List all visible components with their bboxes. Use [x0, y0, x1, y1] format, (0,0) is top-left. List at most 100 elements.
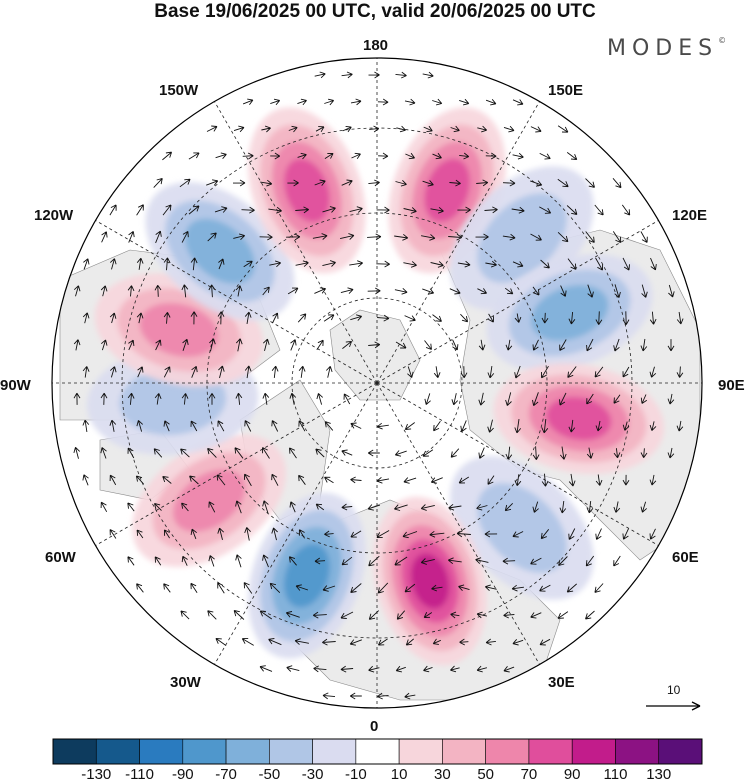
wind-arrow	[476, 665, 488, 673]
wind-arrow	[407, 366, 414, 378]
meridian-line	[95, 220, 378, 384]
wind-arrow	[532, 339, 539, 351]
wind-arrow	[640, 338, 648, 352]
wind-arrow	[448, 233, 463, 241]
colorbar-tick-label: 70	[520, 766, 538, 783]
wind-arrow	[322, 638, 336, 646]
wind-arrow	[209, 338, 216, 352]
wind-arrow	[181, 231, 189, 243]
wind-arrow	[322, 206, 336, 213]
lon-label-120w: 120W	[34, 207, 74, 224]
wind-arrow	[476, 179, 489, 187]
wind-arrow	[403, 477, 417, 484]
wind-arrow	[511, 206, 525, 214]
wind-arrow	[485, 99, 497, 106]
anomaly-contour-fill	[185, 218, 255, 284]
wind-arrow	[181, 393, 189, 405]
wind-arrow	[376, 530, 390, 539]
negative-anomaly	[450, 456, 594, 600]
anomaly-contour-fill	[546, 396, 612, 441]
wind-arrow	[286, 665, 300, 672]
wind-arrow	[208, 393, 216, 405]
wind-arrow	[207, 232, 217, 242]
wind-arrow	[376, 422, 389, 430]
wind-arrow	[349, 692, 362, 700]
wind-arrow	[485, 152, 497, 160]
wind-arrow	[557, 611, 569, 619]
wind-arrow	[450, 448, 460, 458]
wind-arrow	[206, 125, 218, 132]
wind-arrow	[206, 179, 219, 186]
wind-arrow	[188, 152, 200, 160]
wind-arrow	[460, 313, 469, 323]
wind-arrow	[325, 365, 333, 378]
wind-arrow	[314, 557, 326, 565]
wind-arrow	[316, 339, 324, 351]
colorbar-tick-label: 130	[646, 766, 672, 783]
wind-arrow	[324, 476, 334, 484]
wind-arrow	[181, 555, 188, 566]
anomaly-contour-fill	[424, 158, 471, 223]
wind-arrow	[432, 314, 442, 322]
wind-arrow	[532, 501, 539, 513]
wind-arrow	[244, 365, 252, 379]
anomaly-fields	[86, 107, 665, 666]
lon-label-150e: 150E	[548, 82, 584, 99]
colorbar-swatch	[182, 738, 227, 765]
wind-arrow	[232, 179, 246, 187]
wind-arrow	[323, 314, 335, 322]
wind-arrow	[343, 393, 351, 405]
wind-arrow	[154, 502, 162, 511]
wind-arrow	[640, 448, 648, 458]
wind-arrow	[475, 557, 489, 564]
wind-arrow	[459, 638, 469, 646]
wind-arrow	[539, 206, 552, 214]
wind-arrow	[595, 420, 603, 432]
wind-arrow	[424, 340, 432, 350]
wind-arrow	[512, 531, 524, 538]
wind-arrow	[324, 152, 334, 159]
wind-arrow	[350, 530, 362, 538]
wind-arrow	[404, 315, 416, 322]
wind-arrow	[271, 365, 279, 378]
wind-arrow	[676, 420, 684, 432]
wind-arrow	[154, 284, 162, 297]
wind-arrow	[377, 582, 389, 594]
wind-arrow	[488, 313, 494, 323]
wind-arrow	[404, 98, 416, 106]
wind-arrow	[259, 610, 273, 620]
wind-arrow	[268, 206, 282, 214]
wind-arrow	[208, 501, 216, 513]
anomaly-contour-fill	[410, 553, 450, 609]
wind-arrow	[423, 665, 433, 673]
wind-arrow	[422, 449, 434, 457]
wind-arrow	[244, 420, 252, 432]
wind-arrow	[396, 610, 406, 620]
wind-arrow	[560, 285, 567, 297]
wind-arrow	[314, 287, 326, 294]
wind-arrow	[586, 447, 594, 459]
wind-arrow	[369, 125, 380, 133]
wind-arrow	[478, 339, 486, 351]
wind-arrow	[404, 583, 416, 593]
wind-arrow	[587, 284, 594, 298]
wind-arrow	[487, 366, 495, 379]
wind-arrow	[217, 582, 225, 594]
wind-arrow	[218, 258, 225, 270]
wind-arrow	[477, 125, 488, 133]
wind-arrow	[73, 285, 81, 297]
wind-arrow	[395, 341, 407, 349]
wind-arrow	[477, 288, 487, 295]
wind-arrow	[530, 612, 542, 619]
wind-arrow	[290, 339, 297, 351]
wind-arrow	[377, 98, 389, 106]
wind-arrow	[271, 420, 279, 432]
colorbar-swatch	[225, 738, 270, 765]
wind-arrow	[613, 448, 621, 459]
wind-arrow	[568, 473, 576, 487]
wind-arrow	[612, 178, 622, 189]
wind-arrow	[451, 393, 459, 406]
wind-arrow	[298, 529, 305, 539]
wind-arrow	[532, 392, 539, 407]
